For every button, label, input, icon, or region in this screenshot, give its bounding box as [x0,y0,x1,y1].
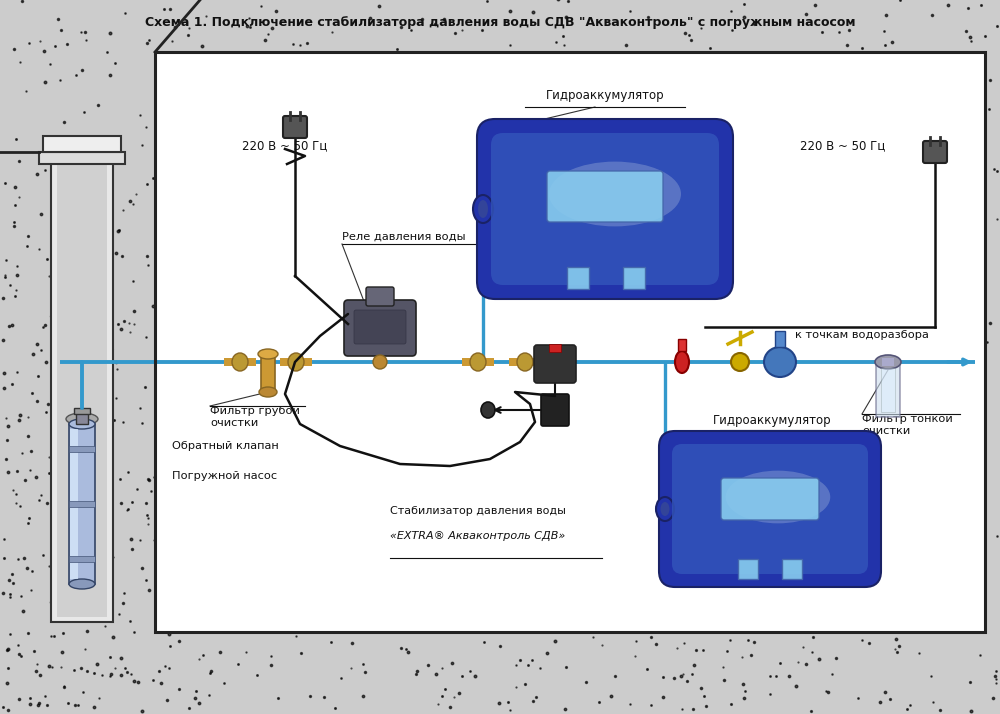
Text: Фильтр грубой
очистки: Фильтр грубой очистки [210,406,300,428]
Bar [882,358,894,366]
Bar [51,159,113,622]
Bar [678,339,686,351]
Bar [549,344,561,352]
Ellipse shape [258,349,278,359]
Ellipse shape [656,497,674,521]
FancyBboxPatch shape [283,116,307,138]
Ellipse shape [764,347,796,377]
Bar [0,159,51,622]
FancyBboxPatch shape [354,310,406,344]
Ellipse shape [517,353,533,371]
Bar [462,358,494,366]
Ellipse shape [481,402,495,418]
Ellipse shape [731,353,749,371]
Bar [782,559,802,579]
Bar [76,412,88,424]
Bar [39,152,125,164]
Bar [113,159,163,622]
Bar [69,556,95,562]
Bar [517,275,693,289]
Bar [155,52,985,632]
Ellipse shape [478,200,488,218]
Ellipse shape [470,353,486,371]
Bar [57,164,107,617]
Bar [0,629,1000,714]
FancyBboxPatch shape [541,394,569,426]
Ellipse shape [875,355,901,369]
FancyBboxPatch shape [534,345,576,383]
FancyBboxPatch shape [491,133,719,285]
FancyBboxPatch shape [659,431,881,587]
Bar [69,501,95,507]
FancyBboxPatch shape [923,141,947,163]
Bar [567,267,589,289]
Bar [74,408,90,414]
Bar [509,358,541,366]
FancyBboxPatch shape [672,444,868,574]
Bar [0,14,158,714]
Text: Стабилизатор давления воды: Стабилизатор давления воды [390,506,566,516]
Ellipse shape [66,413,98,425]
Ellipse shape [660,502,670,516]
Text: 220 В ~ 50 Гц: 220 В ~ 50 Гц [242,139,327,152]
FancyBboxPatch shape [721,478,819,520]
Bar [69,424,95,584]
FancyBboxPatch shape [547,171,663,222]
Ellipse shape [726,471,830,523]
Bar [876,365,900,417]
Bar [70,429,78,579]
Text: Реле давления воды: Реле давления воды [342,232,466,242]
Bar [0,0,1000,52]
Ellipse shape [69,419,95,429]
FancyBboxPatch shape [366,287,394,306]
Bar [224,358,256,366]
Ellipse shape [69,579,95,589]
Bar [43,136,121,152]
Ellipse shape [373,355,387,369]
Bar [692,566,848,579]
Text: Гидроаккумулятор: Гидроаккумулятор [546,89,664,102]
Text: к точкам водоразбора: к точкам водоразбора [795,330,929,340]
Ellipse shape [675,351,689,373]
Ellipse shape [288,353,304,371]
FancyBboxPatch shape [344,300,416,356]
Bar [69,446,95,452]
Ellipse shape [549,161,681,226]
Bar [775,331,785,347]
Text: Гидроаккумулятор: Гидроаккумулятор [713,414,831,427]
FancyBboxPatch shape [477,119,733,299]
Bar [623,267,645,289]
Text: Обратный клапан: Обратный клапан [172,441,279,451]
Ellipse shape [259,387,277,397]
Ellipse shape [232,353,248,371]
Bar [280,358,312,366]
Bar [881,368,895,412]
Bar [155,52,985,632]
Ellipse shape [473,195,493,223]
Text: Фильтр тонкой
очистки: Фильтр тонкой очистки [862,414,953,436]
Text: 220 В ~ 50 Гц: 220 В ~ 50 Гц [800,139,885,152]
Text: Схема 1. Подключение стабилизатора давления воды СДВ "Акваконтроль" с погружным : Схема 1. Подключение стабилизатора давле… [145,16,855,29]
Bar [261,354,275,394]
Bar [155,0,985,52]
Text: «EXTRA® Акваконтроль СДВ»: «EXTRA® Акваконтроль СДВ» [390,531,565,541]
Bar [738,559,758,579]
Bar [982,14,1000,714]
Text: Погружной насос: Погружной насос [172,471,277,481]
